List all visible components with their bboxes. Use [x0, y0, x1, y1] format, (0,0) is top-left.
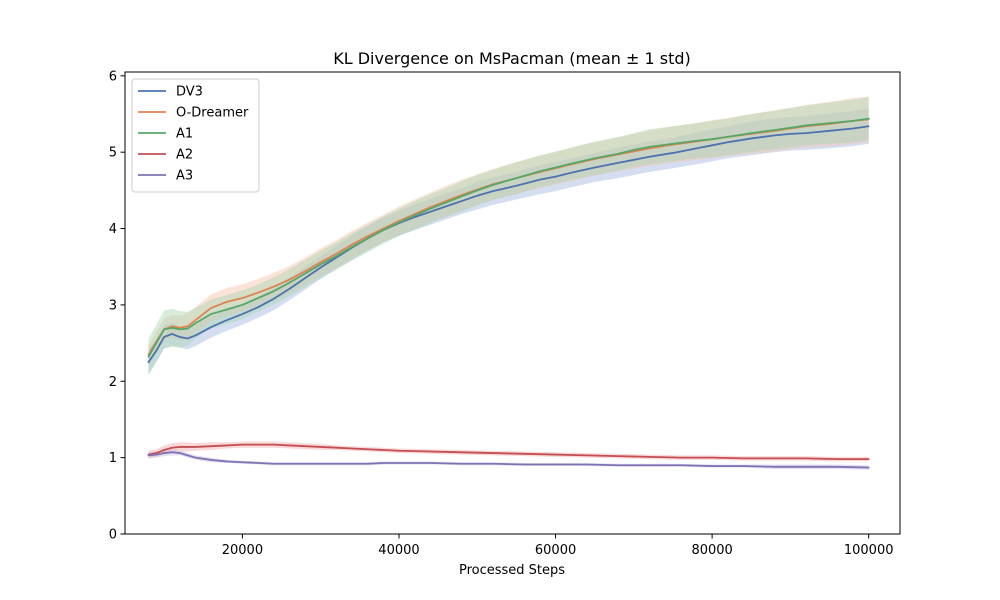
legend-label: O-Dreamer — [176, 106, 249, 121]
legend-label: A3 — [176, 169, 193, 184]
y-tick-label: 6 — [109, 69, 117, 84]
series-line-a1 — [147, 117, 870, 358]
y-tick-label: 4 — [109, 222, 117, 237]
y-tick-label: 1 — [109, 451, 117, 466]
series-line-a3 — [147, 451, 870, 469]
std-band-o-dreamer — [148, 96, 869, 364]
y-tick-label: 3 — [109, 298, 117, 313]
legend-label: A2 — [176, 148, 193, 163]
x-tick-label: 100000 — [844, 543, 894, 558]
series-line-a2 — [147, 443, 870, 461]
legend-box — [131, 78, 260, 193]
series-line-dv3 — [147, 125, 870, 364]
std-band-a1 — [148, 97, 869, 376]
series-lines-layer — [147, 117, 870, 469]
y-tick-label: 0 — [109, 528, 117, 543]
y-tick-label: 2 — [109, 375, 117, 390]
legend: DV3 O-Dreamer A1 A2 A3 — [131, 78, 260, 193]
legend-label: A1 — [176, 127, 193, 142]
x-axis-label: Processed Steps — [459, 563, 565, 578]
x-tick-label: 60000 — [535, 543, 576, 558]
legend-label: DV3 — [176, 85, 203, 100]
x-axis: 20000 40000 60000 80000 100000 — [222, 534, 894, 558]
chart-title: KL Divergence on MsPacman (mean ± 1 std) — [333, 49, 691, 68]
x-tick-label: 40000 — [378, 543, 419, 558]
plot-area-frame — [124, 71, 901, 535]
y-axis: 0 1 2 3 4 5 6 — [109, 69, 125, 543]
y-tick-label: 5 — [109, 146, 117, 161]
x-tick-label: 20000 — [222, 543, 263, 558]
x-tick-label: 80000 — [691, 543, 732, 558]
std-band-dv3 — [148, 108, 869, 375]
